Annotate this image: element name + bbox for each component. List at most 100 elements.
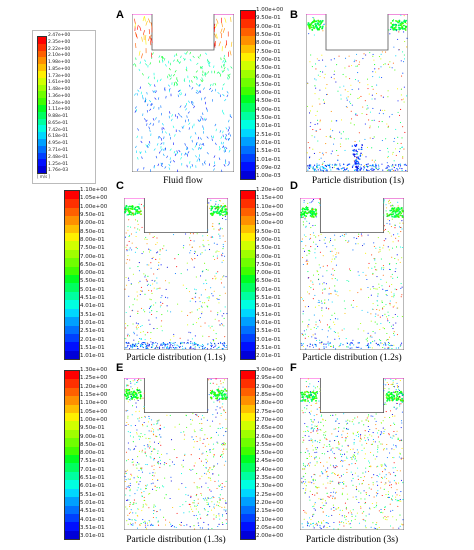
particle bbox=[194, 441, 196, 443]
particle bbox=[196, 487, 198, 489]
particle bbox=[395, 28, 398, 31]
particle bbox=[384, 469, 386, 471]
particle bbox=[354, 169, 356, 171]
particle bbox=[395, 24, 398, 26]
particle bbox=[360, 476, 362, 479]
particle bbox=[160, 325, 162, 327]
particle bbox=[357, 467, 359, 469]
particle bbox=[192, 298, 194, 300]
particle bbox=[319, 283, 321, 285]
particle bbox=[403, 164, 405, 166]
particle bbox=[136, 467, 138, 469]
particle bbox=[327, 522, 329, 524]
particle bbox=[398, 208, 401, 211]
particle bbox=[140, 307, 143, 309]
colorbar-swatch bbox=[65, 513, 79, 523]
colorbar-tick-label: 4.51e-01 bbox=[256, 311, 281, 318]
velocity-vector bbox=[149, 108, 152, 111]
particle bbox=[176, 266, 178, 268]
velocity-vector bbox=[224, 59, 227, 63]
particle bbox=[156, 436, 158, 438]
particle bbox=[406, 37, 408, 39]
particle bbox=[211, 420, 214, 422]
particle bbox=[398, 456, 400, 458]
colorbar-tick-label: 4.01e-01 bbox=[256, 320, 281, 326]
particle bbox=[372, 454, 375, 456]
particle bbox=[399, 211, 401, 213]
particle bbox=[400, 427, 402, 429]
particle bbox=[189, 244, 191, 246]
particle bbox=[395, 519, 397, 521]
particle bbox=[311, 391, 314, 394]
particle bbox=[347, 170, 349, 172]
colorbar-tick-label: 2.10e+00 bbox=[48, 53, 71, 59]
particle bbox=[204, 434, 206, 436]
particle bbox=[396, 489, 398, 491]
particle bbox=[198, 458, 201, 460]
particle bbox=[153, 448, 155, 450]
particle bbox=[190, 506, 192, 508]
particle bbox=[332, 268, 334, 270]
particle bbox=[202, 348, 204, 350]
particle bbox=[363, 167, 365, 169]
particle bbox=[357, 157, 360, 160]
particle bbox=[132, 464, 134, 466]
particle bbox=[366, 105, 368, 107]
particle bbox=[319, 321, 321, 323]
particle bbox=[159, 254, 161, 256]
particle bbox=[132, 512, 134, 514]
particle bbox=[309, 490, 311, 492]
particle bbox=[125, 312, 127, 314]
particle bbox=[393, 334, 395, 336]
particle bbox=[160, 428, 162, 430]
particle bbox=[388, 169, 390, 171]
particle bbox=[359, 168, 361, 170]
velocity-vector bbox=[178, 93, 182, 96]
colorbar-swatch bbox=[241, 505, 255, 514]
particle bbox=[307, 324, 309, 326]
particle bbox=[380, 268, 382, 270]
particle bbox=[209, 489, 211, 491]
particle bbox=[166, 305, 168, 307]
particle-plot-e bbox=[124, 378, 228, 530]
particle bbox=[337, 440, 340, 443]
particle bbox=[190, 423, 192, 425]
particle bbox=[316, 451, 318, 453]
particle bbox=[315, 345, 317, 347]
particle bbox=[330, 273, 332, 275]
particle bbox=[395, 154, 397, 156]
particle bbox=[361, 420, 363, 422]
particle bbox=[126, 460, 128, 462]
particle bbox=[311, 427, 313, 429]
velocity-vector bbox=[136, 24, 139, 30]
particle bbox=[140, 433, 142, 435]
colorbar-tick-label: 8.00e-01 bbox=[80, 450, 105, 457]
particle bbox=[179, 337, 181, 339]
particle bbox=[213, 454, 215, 456]
particle bbox=[304, 396, 306, 398]
particle bbox=[376, 448, 379, 450]
particle bbox=[366, 344, 369, 346]
particle bbox=[333, 78, 335, 80]
particle bbox=[334, 258, 336, 260]
particle bbox=[184, 434, 186, 436]
particle bbox=[315, 130, 317, 132]
particle bbox=[379, 316, 381, 318]
particle bbox=[358, 233, 360, 235]
particle bbox=[129, 485, 131, 487]
particle bbox=[363, 490, 365, 492]
particle bbox=[207, 528, 210, 530]
colorbar-swatch bbox=[241, 153, 255, 163]
particle bbox=[312, 128, 314, 131]
colorbar-tick-label: 3.01e-01 bbox=[80, 533, 105, 540]
particle bbox=[152, 431, 154, 433]
particle bbox=[206, 419, 208, 421]
particle bbox=[314, 397, 317, 399]
particle bbox=[388, 166, 390, 168]
particle bbox=[191, 338, 193, 340]
particle bbox=[325, 502, 327, 504]
colorbar-swatch bbox=[241, 36, 255, 45]
particle bbox=[344, 502, 346, 504]
particle bbox=[395, 389, 397, 391]
particle bbox=[182, 466, 184, 468]
